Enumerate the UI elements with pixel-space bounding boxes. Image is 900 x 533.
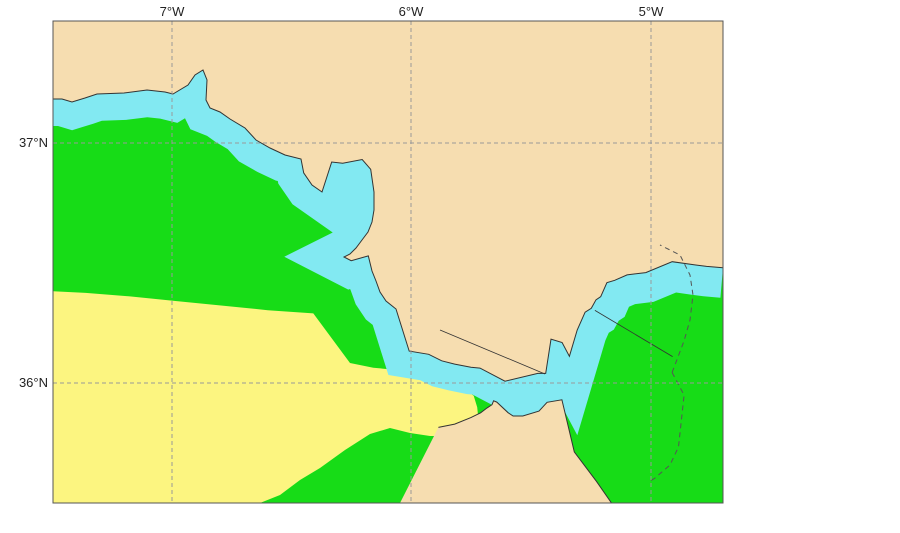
svg-text:5°W: 5°W [639,4,664,19]
svg-text:6°W: 6°W [399,4,424,19]
svg-text:36°N: 36°N [19,375,48,390]
svg-text:37°N: 37°N [19,135,48,150]
svg-text:7°W: 7°W [160,4,185,19]
